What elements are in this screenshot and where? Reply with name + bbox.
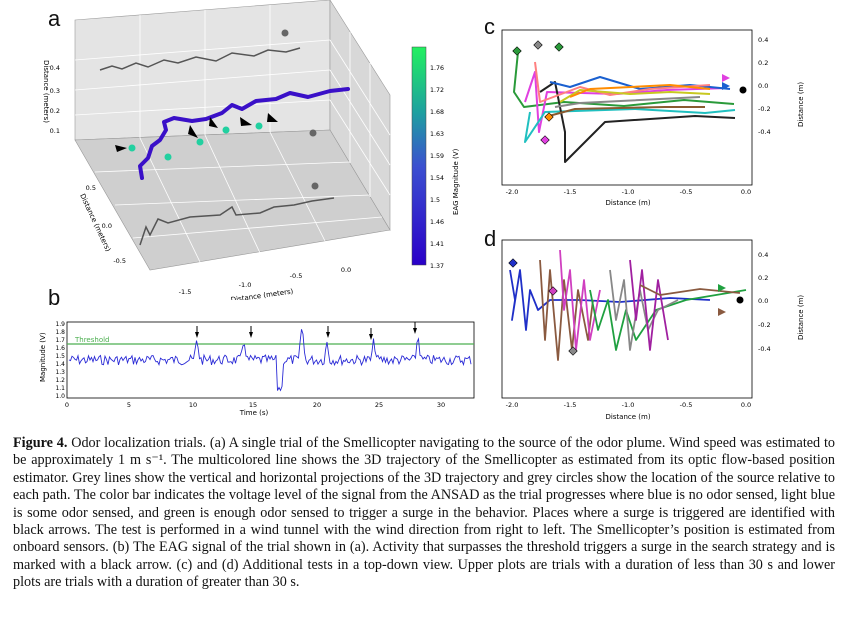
c-ytick-3: -0.2 bbox=[758, 105, 771, 113]
cb-tick-5: 1.54 bbox=[430, 175, 444, 182]
c-xtick-4: 0.0 bbox=[741, 188, 751, 196]
c-xtick-2: -1.0 bbox=[622, 188, 635, 196]
surge-arrows bbox=[115, 113, 278, 152]
d-xtick-3: -0.5 bbox=[680, 401, 693, 409]
d-ytick-0: 0.4 bbox=[758, 251, 768, 259]
figure-caption: Figure 4. Odor localization trials. (a) … bbox=[13, 435, 835, 592]
trial-paths-c bbox=[513, 51, 736, 163]
top-projection-line bbox=[99, 47, 301, 71]
z-axis-label: Distance (meters) bbox=[42, 60, 50, 123]
source-circle-3d bbox=[309, 129, 317, 137]
panel-label-d: d bbox=[484, 226, 497, 251]
surge-point-1 bbox=[128, 144, 136, 152]
z-tick-1: 0.3 bbox=[50, 87, 60, 95]
x-tick-0: -1.5 bbox=[179, 288, 192, 296]
d-ytick-2: 0.0 bbox=[758, 297, 768, 305]
d-ytick-1: 0.2 bbox=[758, 274, 768, 282]
c-xtick-3: -0.5 bbox=[680, 188, 693, 196]
x-tick-2: -0.5 bbox=[290, 272, 303, 280]
z-tick-0: 0.4 bbox=[50, 64, 60, 72]
d-xtick-0: -2.0 bbox=[506, 401, 519, 409]
colorbar: 1.76 1.72 1.68 1.63 1.59 1.54 1.5 1.46 1… bbox=[411, 46, 460, 270]
cb-tick-4: 1.59 bbox=[430, 153, 444, 160]
cb-tick-8: 1.41 bbox=[430, 241, 444, 248]
b-xtick-1: 5 bbox=[127, 401, 131, 409]
b-ytick-3: 1.6 bbox=[55, 345, 65, 352]
x-axis-label: Distance (meters) bbox=[230, 287, 294, 300]
panel-label-a: a bbox=[48, 6, 61, 31]
cb-tick-2: 1.68 bbox=[430, 109, 444, 116]
cb-tick-6: 1.5 bbox=[430, 197, 440, 204]
d-ytick-3: -0.2 bbox=[758, 321, 771, 329]
b-xtick-6: 30 bbox=[437, 401, 445, 409]
d-xtick-2: -1.0 bbox=[622, 401, 635, 409]
x-tick-1: -1.0 bbox=[239, 281, 252, 289]
source-circle-floor bbox=[311, 182, 319, 190]
grid-lines bbox=[74, 5, 391, 263]
source-circle-top bbox=[281, 29, 289, 37]
c-xtick-0: -2.0 bbox=[506, 188, 519, 196]
b-ytick-0: 1.9 bbox=[55, 321, 65, 328]
y-tick-1: 0.0 bbox=[102, 222, 112, 230]
d-xtick-4: 0.0 bbox=[741, 401, 751, 409]
surge-point-5 bbox=[255, 122, 263, 130]
z-tick-3: 0.1 bbox=[50, 127, 60, 135]
d-xlabel: Distance (m) bbox=[605, 413, 650, 421]
c-ytick-2: 0.0 bbox=[758, 82, 768, 90]
panel-c-topdown-plot: -2.0 -1.5 -1.0 -0.5 0.0 Distance (m) 0.4… bbox=[501, 29, 805, 207]
cb-tick-3: 1.63 bbox=[430, 131, 444, 138]
surge-point-4 bbox=[222, 126, 230, 134]
panel-a-3d-plot: 0.4 0.3 0.2 0.1 Distance (meters) 0.5 0.… bbox=[42, 0, 391, 300]
c-ytick-4: -0.4 bbox=[758, 128, 771, 136]
trajectory-line bbox=[138, 87, 350, 180]
b-ytick-7: 1.2 bbox=[55, 377, 65, 384]
d-ytick-4: -0.4 bbox=[758, 345, 771, 353]
panel-d-topdown-plot: -2.0 -1.5 -1.0 -0.5 0.0 Distance (m) 0.4… bbox=[501, 239, 805, 421]
b-ytick-9: 1.0 bbox=[55, 393, 65, 400]
y-tick-2: -0.5 bbox=[113, 257, 126, 265]
b-ytick-6: 1.3 bbox=[55, 369, 65, 376]
b-xtick-2: 10 bbox=[189, 401, 197, 409]
c-ytick-0: 0.4 bbox=[758, 36, 768, 44]
surge-arrows-b bbox=[195, 322, 417, 340]
caption-text: Odor localization trials. (a) A single t… bbox=[13, 435, 835, 591]
c-ytick-1: 0.2 bbox=[758, 59, 768, 67]
d-xtick-1: -1.5 bbox=[564, 401, 577, 409]
b-ytick-1: 1.8 bbox=[55, 329, 65, 336]
colorbar-gradient bbox=[411, 46, 427, 266]
b-xtick-0: 0 bbox=[65, 401, 69, 409]
eag-signal-line bbox=[68, 329, 472, 392]
colorbar-label: EAG Magnitude (V) bbox=[452, 148, 460, 215]
c-xlabel: Distance (m) bbox=[605, 199, 650, 207]
b-ytick-2: 1.7 bbox=[55, 337, 65, 344]
b-xtick-4: 20 bbox=[313, 401, 321, 409]
z-tick-2: 0.2 bbox=[50, 107, 60, 115]
c-ylabel: Distance (m) bbox=[797, 82, 805, 127]
panel-label-b: b bbox=[48, 285, 61, 310]
surge-point-2 bbox=[164, 153, 172, 161]
end-markers-c bbox=[722, 74, 747, 94]
cb-tick-9: 1.37 bbox=[430, 263, 444, 270]
surge-point-3 bbox=[196, 138, 204, 146]
b-xlabel: Time (s) bbox=[239, 409, 269, 417]
d-ylabel: Distance (m) bbox=[797, 295, 805, 340]
y-tick-0: 0.5 bbox=[86, 184, 96, 192]
b-ytick-4: 1.5 bbox=[55, 353, 65, 360]
end-markers-d bbox=[718, 284, 744, 316]
c-xtick-1: -1.5 bbox=[564, 188, 577, 196]
panel-b-eag-plot: Threshold 1.9 1.8 1.7 1.6 1.5 1.4 1.3 1.… bbox=[39, 321, 475, 417]
cb-tick-7: 1.46 bbox=[430, 219, 444, 226]
panel-label-c: c bbox=[484, 14, 495, 39]
b-ytick-5: 1.4 bbox=[55, 361, 65, 368]
threshold-label: Threshold bbox=[74, 336, 110, 344]
floor-projection-line bbox=[139, 197, 335, 246]
b-xtick-5: 25 bbox=[375, 401, 383, 409]
x-tick-3: 0.0 bbox=[341, 266, 351, 274]
cb-tick-0: 1.76 bbox=[430, 65, 444, 72]
cb-tick-1: 1.72 bbox=[430, 87, 444, 94]
b-ytick-8: 1.1 bbox=[55, 385, 65, 392]
b-xtick-3: 15 bbox=[249, 401, 257, 409]
caption-heading: Figure 4. bbox=[13, 435, 68, 451]
b-ylabel: Magnitude (V) bbox=[39, 332, 47, 382]
